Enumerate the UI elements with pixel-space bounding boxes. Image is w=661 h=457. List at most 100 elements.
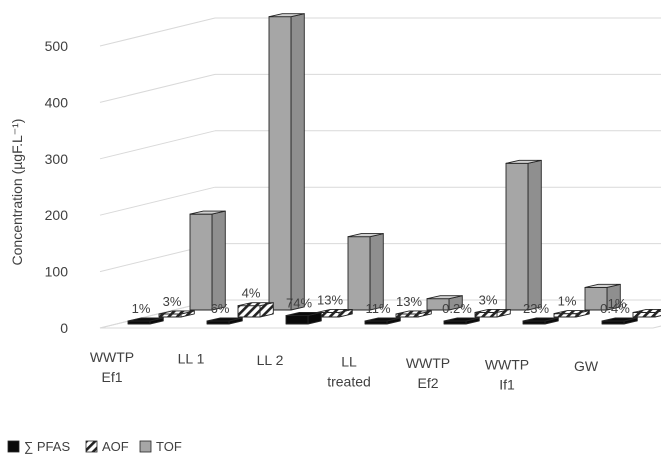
data-labels: 3%4% 13% 13% 3% 1%1% 6% 74% 11% 0.2% 23% 0.4%1% (132, 286, 631, 316)
bar-front (347, 236, 371, 311)
category-label: LL treated (327, 354, 371, 390)
y-tick-label: 400 (45, 94, 69, 110)
chart-floor (99, 299, 661, 329)
category-label: WWTP Ef1 (90, 349, 134, 385)
bar-front (601, 320, 625, 325)
bar-tof (584, 283, 621, 311)
bar-top (553, 310, 590, 315)
data-label: 11% (365, 301, 390, 316)
bar-aof (237, 302, 274, 318)
y-tick-label: 100 (45, 264, 69, 280)
legend: ∑ PFAS AOF TOF (7, 439, 182, 454)
bar-front (189, 213, 213, 311)
category-label-line: LL (341, 354, 357, 370)
bar-top (237, 302, 274, 307)
bar-top (347, 233, 384, 238)
data-label: 3% (163, 294, 182, 309)
y-axis: 0 100 200 300 400 500 (45, 38, 69, 336)
y-axis-title: Concentration (µgF.L⁻¹) (9, 119, 25, 266)
y-tick-label: 200 (45, 207, 69, 223)
bar-front (395, 313, 419, 318)
bar-top (443, 317, 480, 322)
y-tick-label: 0 (60, 320, 68, 336)
bar-front (158, 313, 182, 318)
legend-label: ∑ PFAS (24, 439, 70, 454)
bar-tof (347, 233, 384, 311)
legend-swatch (7, 440, 20, 453)
floor-layer (99, 299, 661, 329)
bar-top (127, 317, 164, 322)
bar-top (268, 13, 305, 18)
legend-label: AOF (102, 439, 129, 454)
legend-swatch (85, 440, 98, 453)
bar-top (474, 308, 511, 313)
bar-pfas (364, 317, 401, 325)
data-label: 0.2% (442, 301, 472, 316)
bar-front (127, 320, 151, 325)
legend-item: ∑ PFAS (7, 439, 70, 454)
category-label-line: WWTP (90, 349, 134, 365)
bar-front (268, 16, 292, 311)
bar-top (189, 210, 226, 215)
bar-top (522, 317, 559, 322)
bar-tof (268, 13, 305, 311)
bar-front (505, 162, 529, 311)
bar-aof (474, 308, 511, 318)
bar-front (364, 320, 388, 325)
bar-front (237, 305, 261, 318)
category-label-line: Ef1 (101, 369, 122, 385)
legend-label: TOF (156, 439, 182, 454)
bar-top (395, 310, 432, 315)
bar-pfas (522, 317, 559, 325)
data-label: 3% (479, 292, 498, 307)
gridline-side (99, 73, 216, 103)
category-label-line: WWTP (406, 355, 450, 371)
category-label: WWTP Ef2 (406, 355, 450, 391)
data-label: 23% (523, 301, 549, 316)
y-tick-label: 500 (45, 38, 69, 54)
data-label: 6% (211, 301, 230, 316)
bar-aof (316, 308, 353, 318)
data-label: 1% (608, 296, 627, 311)
bar-side (527, 159, 542, 311)
category-label: LL 2 (257, 352, 284, 368)
bar-front (632, 312, 656, 318)
bar-front (285, 315, 309, 325)
bar-aof (158, 310, 195, 318)
bar-front (522, 320, 546, 325)
data-label: 1% (558, 294, 577, 309)
data-label: 74% (286, 296, 312, 311)
gridline-side (99, 186, 216, 216)
bar-pfas (285, 312, 322, 325)
category-label: WWTP If1 (485, 357, 529, 393)
bar-top (601, 317, 638, 322)
bar-side (369, 233, 384, 311)
bar-side (211, 210, 226, 311)
category-label-line: treated (327, 374, 371, 390)
data-label: 0.4% (600, 301, 630, 316)
gridline-side (99, 130, 216, 160)
category-label-line: WWTP (485, 357, 529, 373)
legend-swatch (139, 440, 152, 453)
data-label: 13% (396, 294, 422, 309)
bar-top (632, 308, 661, 313)
category-label-line: If1 (499, 377, 515, 393)
data-label: 4% (242, 286, 261, 301)
bar-pfas (443, 317, 480, 325)
category-label: LL 1 (178, 351, 205, 367)
bar-pfas (127, 317, 164, 325)
bar-pfas (601, 317, 638, 325)
legend-item: TOF (139, 439, 182, 454)
y-tick-label: 300 (45, 151, 69, 167)
category-label-line: GW (574, 358, 599, 374)
bar-front (443, 320, 467, 325)
category-label-line: Ef2 (417, 375, 438, 391)
bar-aof (632, 308, 661, 318)
bar-aof (395, 310, 432, 318)
bar-aof (553, 310, 590, 318)
bar-tof (426, 295, 463, 311)
bar-top (206, 317, 243, 322)
legend-item: AOF (85, 439, 129, 454)
bar-side (290, 13, 305, 311)
